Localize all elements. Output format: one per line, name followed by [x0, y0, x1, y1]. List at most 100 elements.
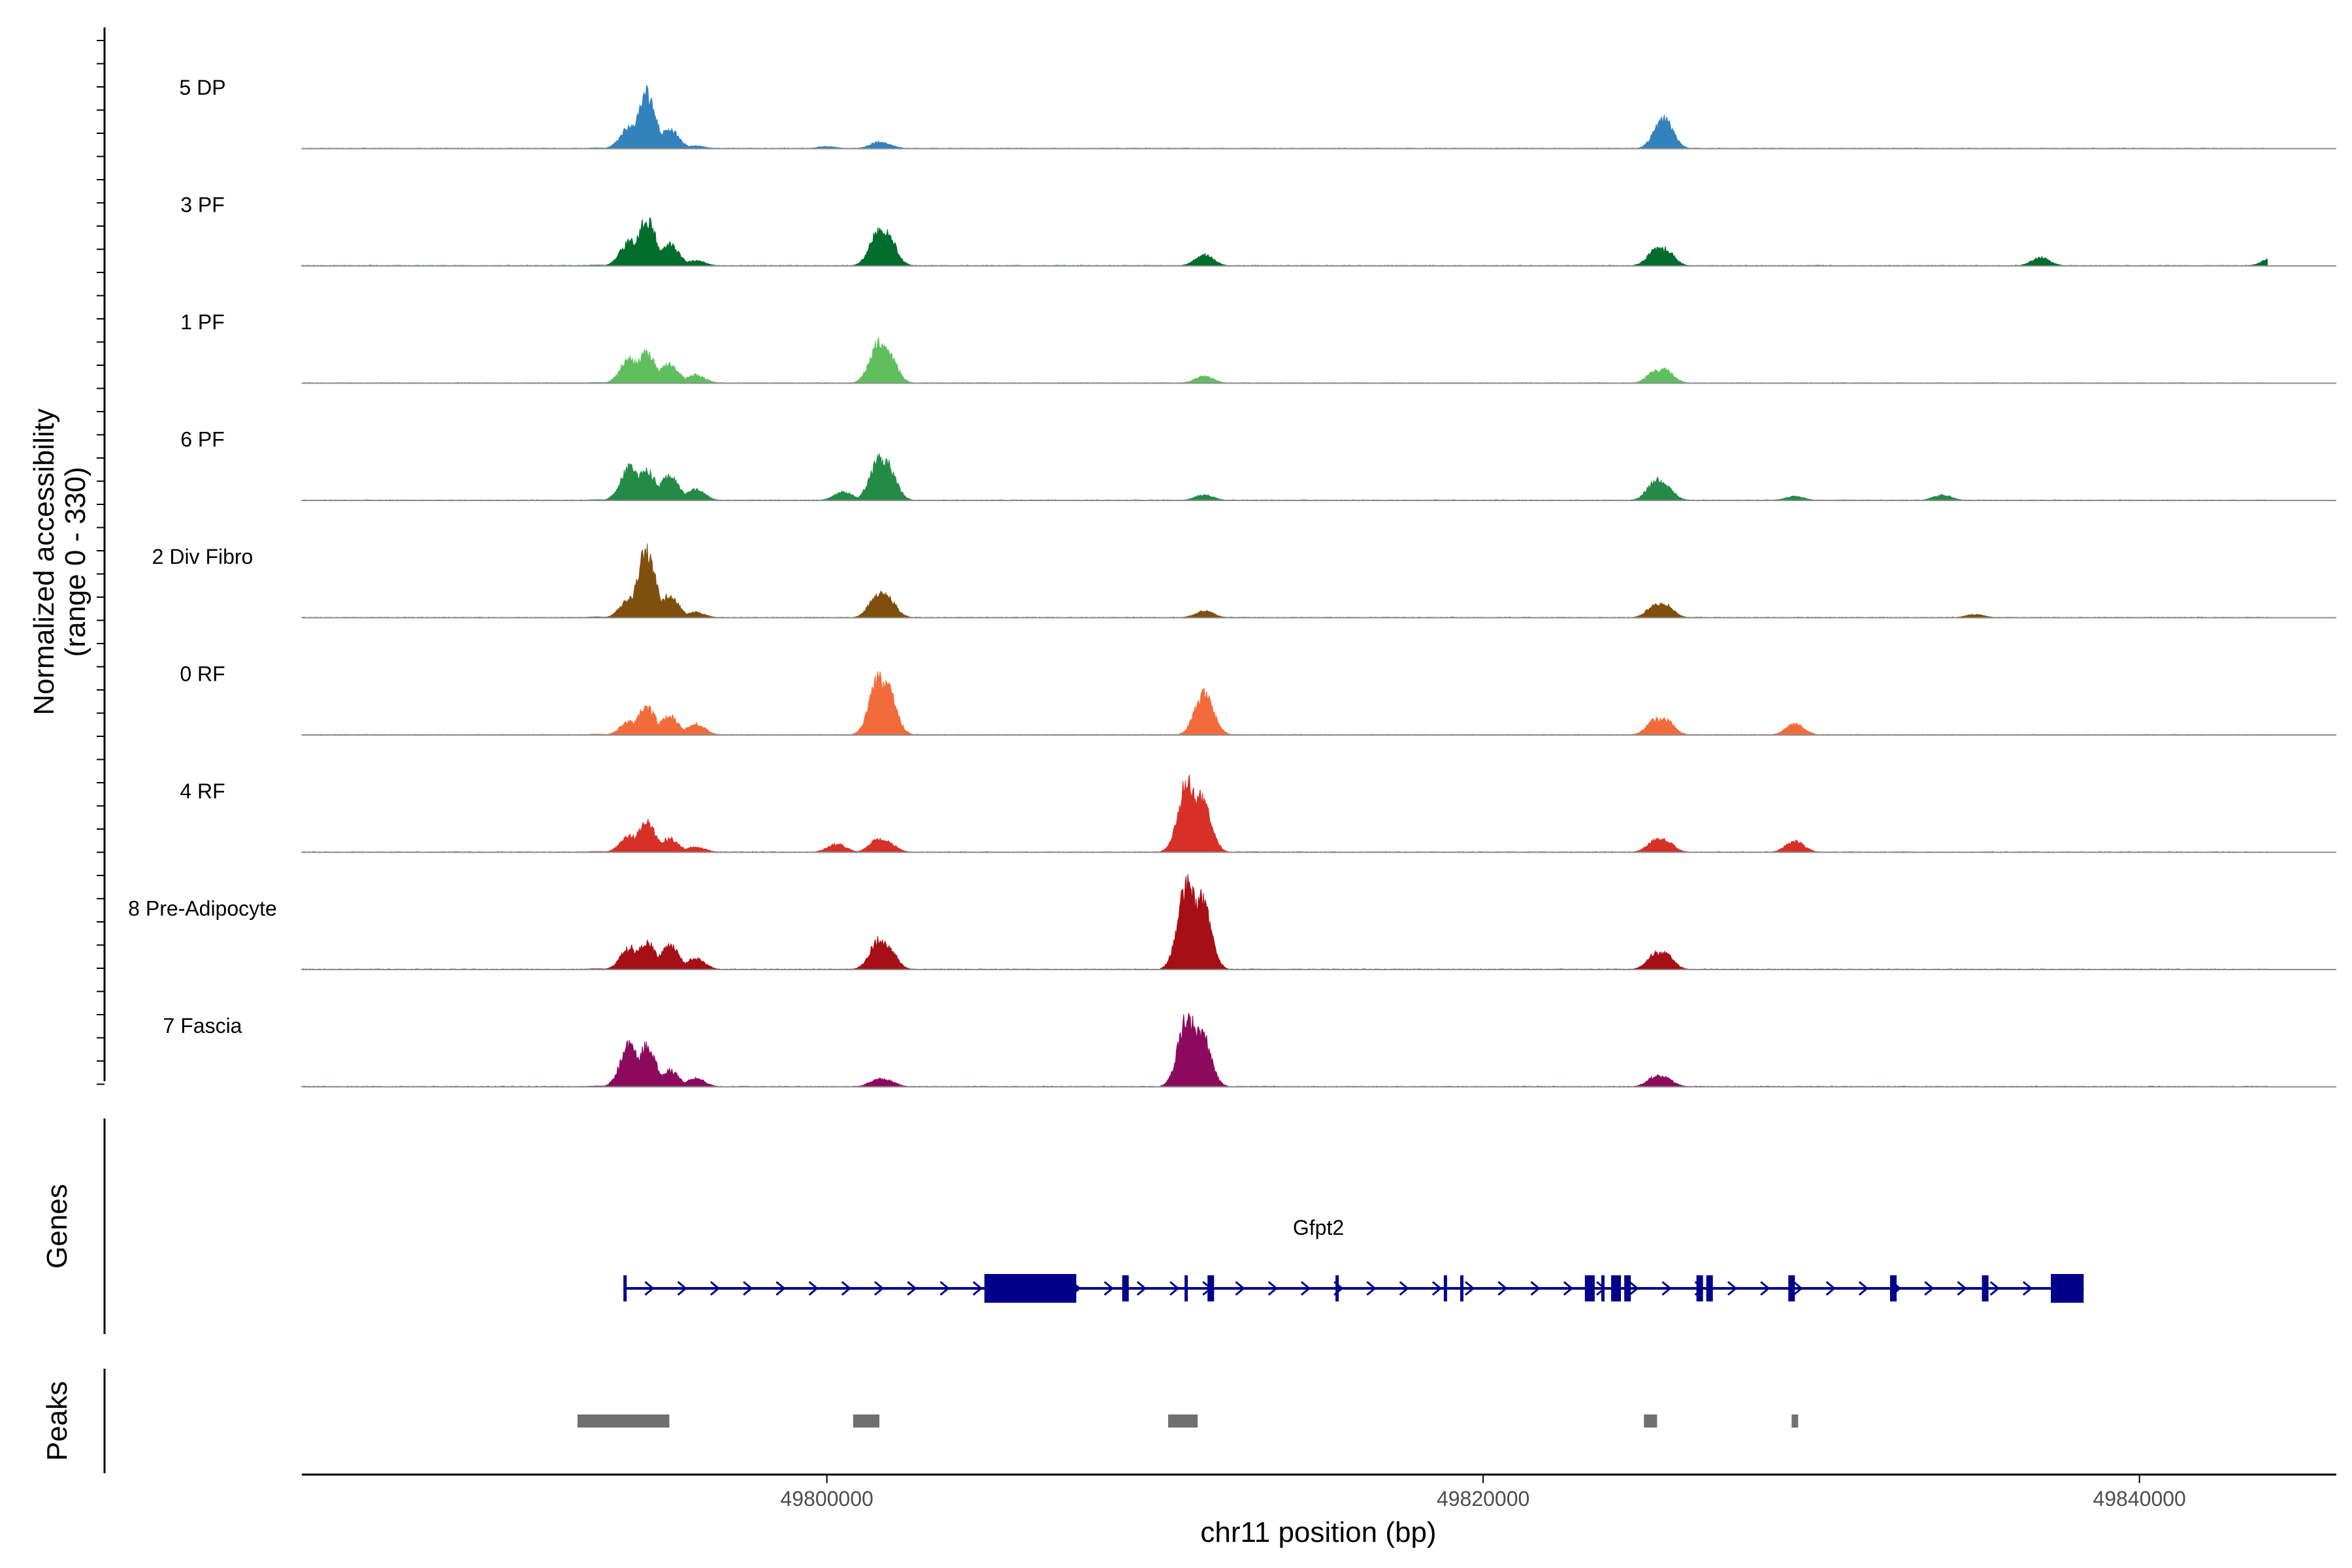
- coverage-area: [301, 774, 2268, 853]
- peak-region: [1168, 1414, 1198, 1428]
- track-2-div-fibro: 2 Div Fibro: [152, 543, 2336, 619]
- track-6-pf: 6 PF: [180, 428, 2336, 501]
- gene-exon: [1122, 1275, 1129, 1301]
- gene-exon: [623, 1275, 627, 1301]
- strand-arrow: [1465, 1281, 1475, 1296]
- strand-arrow: [776, 1281, 786, 1296]
- strand-arrow: [1629, 1281, 1639, 1296]
- track-label: 1 PF: [180, 310, 225, 334]
- gene-exon: [1443, 1275, 1447, 1301]
- gene-exon: [1460, 1275, 1463, 1301]
- coverage-area: [301, 337, 2268, 384]
- strand-arrow: [1497, 1281, 1508, 1296]
- strand-arrow: [1136, 1281, 1147, 1296]
- strand-arrow: [710, 1281, 721, 1296]
- coverage-area: [301, 217, 2268, 267]
- track-label: 4 RF: [180, 779, 225, 803]
- track-7-fascia: 7 Fascia: [163, 1013, 2336, 1088]
- gene-exon: [1788, 1275, 1795, 1301]
- strand-arrow: [1235, 1281, 1245, 1296]
- strand-arrow: [1169, 1281, 1180, 1296]
- strand-arrow: [874, 1281, 885, 1296]
- strand-arrow: [1989, 1281, 2000, 1296]
- coverage-tracks: 5 DP 3 PF 1 PF 6 PF 2 Div Fibro 0 RF 4 RF 8 Pre…: [128, 76, 2336, 1088]
- x-tick-label: 49800000: [780, 1487, 873, 1511]
- gene-exon: [1706, 1275, 1713, 1301]
- strand-arrow: [1431, 1281, 1443, 1296]
- peak-region: [853, 1414, 879, 1428]
- gene-exon: [1601, 1275, 1605, 1301]
- strand-arrow: [972, 1281, 983, 1296]
- strand-arrow: [1399, 1281, 1409, 1296]
- strand-arrow: [2022, 1281, 2033, 1296]
- strand-arrow: [1957, 1281, 1967, 1296]
- track-0-rf: 0 RF: [180, 662, 2336, 736]
- gene-exon: [2051, 1274, 2084, 1303]
- strand-arrow: [1267, 1281, 1279, 1296]
- strand-arrow: [1300, 1281, 1311, 1296]
- strand-arrow: [1727, 1281, 1738, 1296]
- track-label: 2 Div Fibro: [152, 545, 253, 568]
- strand-arrow: [743, 1281, 753, 1296]
- gene-exon: [1184, 1275, 1188, 1301]
- strand-arrow: [939, 1281, 950, 1296]
- gene-exon: [984, 1274, 1077, 1303]
- track-label: 5 DP: [179, 76, 225, 99]
- strand-arrow: [1858, 1281, 1869, 1296]
- x-axis: 49800000 49820000 49840000: [302, 1473, 2336, 1511]
- strand-arrow: [907, 1281, 917, 1296]
- gene-exon: [1696, 1275, 1703, 1301]
- peaks-label: Peaks: [41, 1381, 73, 1461]
- gene-exon: [1889, 1275, 1897, 1301]
- coverage-area: [301, 671, 2268, 736]
- track-8-pre-adipocyte: 8 Pre-Adipocyte: [128, 874, 2336, 970]
- y-axis: [97, 27, 106, 1085]
- track-3-pf: 3 PF: [180, 193, 2336, 267]
- track-label: 6 PF: [180, 428, 225, 451]
- strand-arrow: [1793, 1281, 1803, 1296]
- gene-exon: [1584, 1275, 1595, 1301]
- strand-arrow: [1103, 1281, 1114, 1296]
- strand-arrow: [1530, 1281, 1541, 1296]
- track-5-dp: 5 DP: [179, 76, 2336, 150]
- x-tick-label: 49840000: [2093, 1487, 2185, 1511]
- strand-arrow: [1661, 1281, 1672, 1296]
- strand-arrow: [1563, 1281, 1574, 1296]
- peak-track: [577, 1414, 1799, 1428]
- x-tick-label: 49820000: [1437, 1487, 1529, 1511]
- track-label: 8 Pre-Adipocyte: [128, 897, 277, 921]
- strand-arrow: [1366, 1281, 1377, 1296]
- gene-exon: [1611, 1275, 1622, 1301]
- track-label: 3 PF: [180, 193, 225, 217]
- strand-arrow: [644, 1281, 655, 1296]
- peak-region: [1791, 1414, 1799, 1428]
- gene-track: [623, 1274, 2084, 1303]
- peak-region: [1644, 1414, 1658, 1428]
- strand-arrow: [677, 1281, 687, 1296]
- coverage-area: [301, 874, 2268, 970]
- coverage-area: [301, 543, 2268, 619]
- strand-arrow: [808, 1281, 819, 1296]
- track-4-rf: 4 RF: [180, 774, 2336, 853]
- coverage-area: [301, 1013, 2268, 1088]
- strand-arrow: [1760, 1281, 1771, 1296]
- strand-arrow: [1825, 1281, 1836, 1296]
- track-label: 0 RF: [180, 662, 225, 686]
- y-axis-range: (range 0 - 330): [59, 466, 91, 657]
- gene-exon: [1207, 1275, 1215, 1301]
- gene-exon: [1982, 1275, 1989, 1301]
- coverage-area: [301, 453, 2268, 501]
- strand-arrow: [841, 1281, 852, 1296]
- genes-label: Genes: [41, 1184, 73, 1269]
- peak-region: [577, 1414, 670, 1428]
- track-label: 7 Fascia: [163, 1014, 242, 1037]
- gene-exon: [1335, 1275, 1339, 1301]
- gene-label: Gfpt2: [1293, 1216, 1344, 1239]
- gene-exon: [1624, 1275, 1631, 1301]
- x-axis-title: chr11 position (bp): [1200, 1516, 1436, 1548]
- y-axis-title: Normalized accessibility: [28, 408, 60, 715]
- coverage-area: [301, 85, 2268, 150]
- track-1-pf: 1 PF: [180, 310, 2336, 384]
- strand-arrow: [1924, 1281, 1935, 1296]
